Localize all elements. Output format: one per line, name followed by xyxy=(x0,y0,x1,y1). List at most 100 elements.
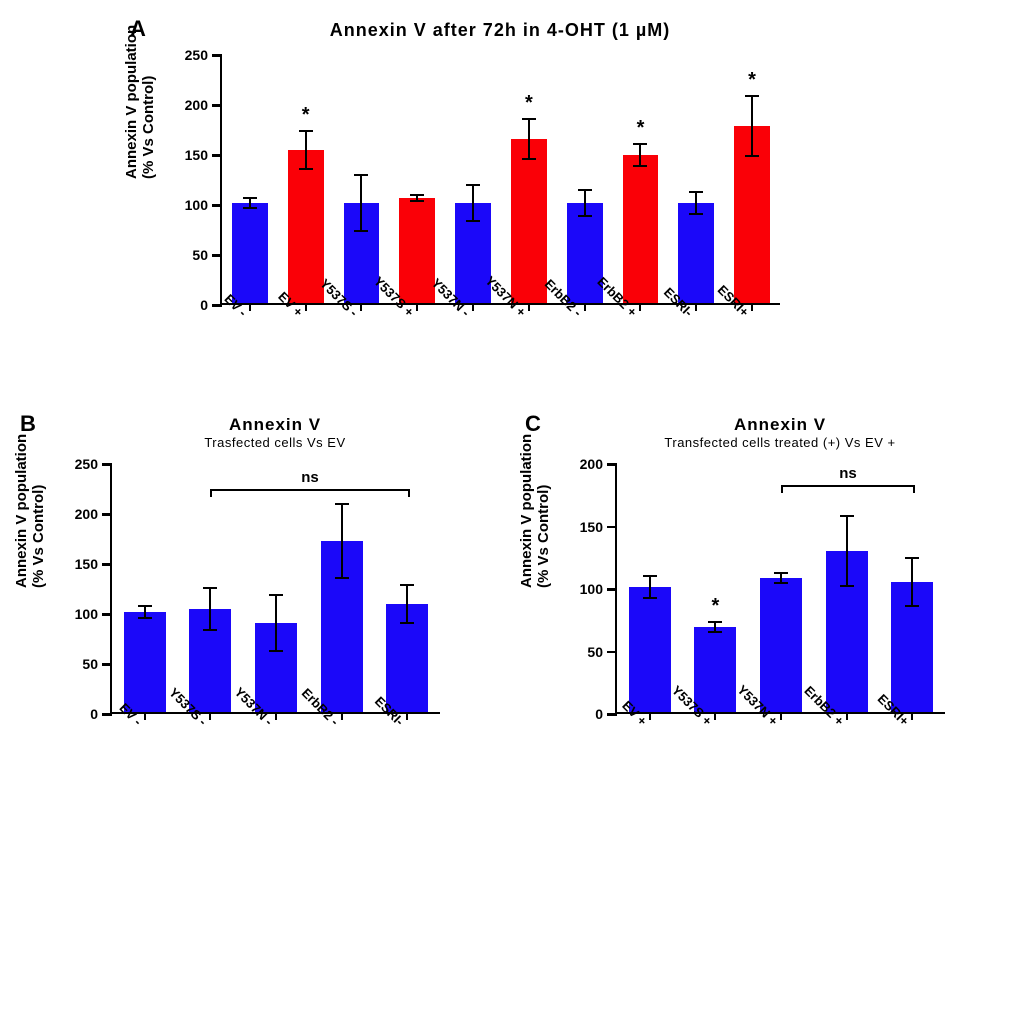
error-bar xyxy=(639,144,641,166)
ytick-label: 0 xyxy=(90,706,98,722)
panel-c-title: Annexin V xyxy=(615,415,945,435)
xtick xyxy=(360,303,362,311)
ns-bracket-drop xyxy=(781,485,783,493)
bar-slot xyxy=(557,55,613,303)
ytick-label: 200 xyxy=(185,97,208,113)
panel-c: C Annexin V Transfected cells treated (+… xyxy=(525,415,1000,714)
ytick-label: 50 xyxy=(587,644,603,660)
ytick xyxy=(607,713,617,716)
ns-bracket-line xyxy=(211,489,409,491)
bar-slot: * xyxy=(278,55,334,303)
panel-b-chart: Annexin V population (% Vs Control) 0501… xyxy=(110,464,440,714)
bar xyxy=(694,627,736,712)
error-bar xyxy=(584,190,586,216)
ytick-label: 150 xyxy=(75,556,98,572)
panel-c-plot: Annexin V population (% Vs Control) 0501… xyxy=(615,464,945,714)
error-cap xyxy=(633,165,647,167)
error-cap xyxy=(905,557,919,559)
ytick xyxy=(212,304,222,307)
bar xyxy=(623,155,659,303)
error-cap xyxy=(354,230,368,232)
error-bar xyxy=(305,131,307,169)
error-bar xyxy=(751,96,753,156)
xtick xyxy=(911,712,913,720)
figure: A Annexin V after 72h in 4-OHT (1 µM) An… xyxy=(20,20,1000,714)
ytick-label: 0 xyxy=(200,297,208,313)
ytick-label: 200 xyxy=(580,456,603,472)
xtick xyxy=(275,712,277,720)
panel-b: B Annexin V Trasfected cells Vs EV Annex… xyxy=(20,415,495,714)
ytick-label: 100 xyxy=(185,197,208,213)
panel-b-plot: Annexin V population (% Vs Control) 0501… xyxy=(110,464,440,714)
xtick xyxy=(695,303,697,311)
ytick xyxy=(102,513,112,516)
ytick xyxy=(102,613,112,616)
error-bar xyxy=(275,595,277,651)
ytick-label: 100 xyxy=(75,606,98,622)
error-cap xyxy=(643,575,657,577)
error-cap xyxy=(138,617,152,619)
ytick-label: 50 xyxy=(82,656,98,672)
ytick-label: 150 xyxy=(580,519,603,535)
bars xyxy=(112,464,440,712)
ytick xyxy=(102,563,112,566)
significance-star: * xyxy=(637,117,645,140)
error-cap xyxy=(774,582,788,584)
error-cap xyxy=(840,585,854,587)
error-bar xyxy=(528,119,530,159)
panel-a-plot: Annexin V population (% Vs Control) 0501… xyxy=(220,55,780,305)
ytick xyxy=(607,463,617,466)
ns-bracket-line xyxy=(782,485,914,487)
ytick-label: 150 xyxy=(185,147,208,163)
ns-label: ns xyxy=(301,469,319,486)
bar-slot xyxy=(389,55,445,303)
panel-b-subtitle: Trasfected cells Vs EV xyxy=(110,435,440,450)
ytick-label: 200 xyxy=(75,506,98,522)
ytick-label: 250 xyxy=(75,456,98,472)
error-cap xyxy=(410,194,424,196)
error-cap xyxy=(708,621,722,623)
error-bar xyxy=(360,175,362,231)
xtick xyxy=(714,712,716,720)
ytick xyxy=(212,204,222,207)
error-cap xyxy=(203,629,217,631)
ns-bracket-drop xyxy=(913,485,915,493)
error-bar xyxy=(695,192,697,214)
ytick xyxy=(102,713,112,716)
bar xyxy=(760,578,802,712)
ytick xyxy=(212,54,222,57)
significance-star: * xyxy=(748,69,756,92)
error-cap xyxy=(905,605,919,607)
xtick xyxy=(751,303,753,311)
bar-slot: * xyxy=(501,55,557,303)
ytick xyxy=(102,663,112,666)
ytick-label: 250 xyxy=(185,47,208,63)
xtick xyxy=(406,712,408,720)
error-cap xyxy=(689,191,703,193)
error-bar xyxy=(341,504,343,578)
bar-slot xyxy=(374,464,440,712)
xtick xyxy=(209,712,211,720)
bar-slot: * xyxy=(683,464,749,712)
error-cap xyxy=(400,584,414,586)
bar-slot xyxy=(879,464,945,712)
bar-slot: * xyxy=(724,55,780,303)
bar-slot xyxy=(445,55,501,303)
error-cap xyxy=(633,143,647,145)
panel-c-chart: Annexin V population (% Vs Control) 0501… xyxy=(615,464,945,714)
panel-b-title: Annexin V xyxy=(110,415,440,435)
error-cap xyxy=(243,197,257,199)
error-cap xyxy=(299,168,313,170)
bar xyxy=(629,587,671,712)
panel-row-bc: B Annexin V Trasfected cells Vs EV Annex… xyxy=(20,415,1000,714)
error-bar xyxy=(406,585,408,623)
ytick xyxy=(212,254,222,257)
error-cap xyxy=(708,631,722,633)
xtick xyxy=(472,303,474,311)
error-cap xyxy=(745,95,759,97)
panel-a-chart: Annexin V population (% Vs Control) 0501… xyxy=(220,55,780,305)
error-cap xyxy=(578,215,592,217)
error-cap xyxy=(774,572,788,574)
bar-slot xyxy=(668,55,724,303)
error-bar xyxy=(209,588,211,630)
